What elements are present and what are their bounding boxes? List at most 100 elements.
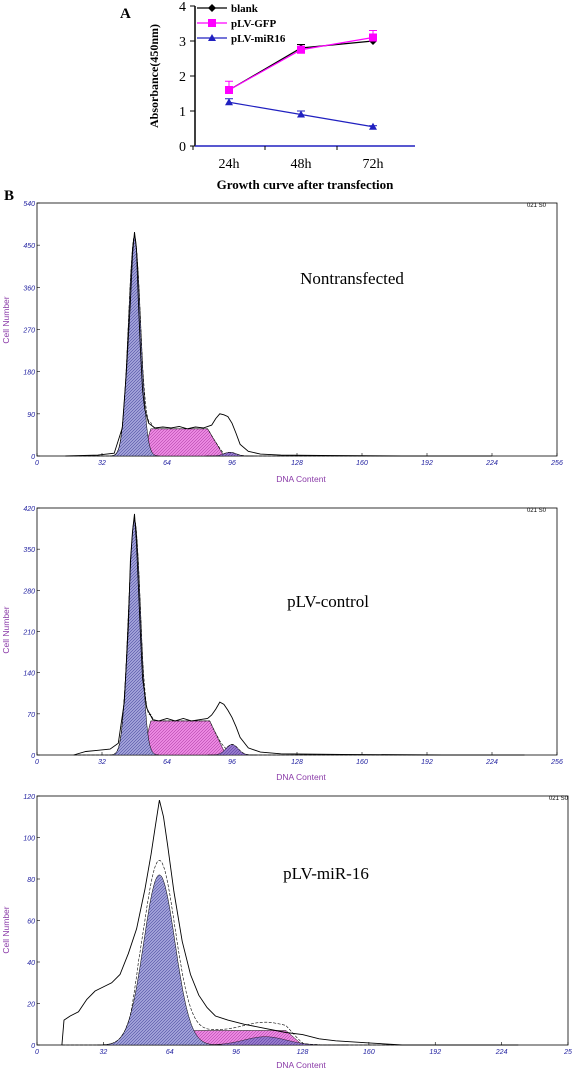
growth-x-tick-label: 24h — [219, 157, 240, 172]
data-point-pLV-miR16 — [297, 110, 305, 118]
growth-curve-chart: Absorbance(450nm) Growth curve after tra… — [147, 0, 415, 192]
histogram-frame — [36, 795, 569, 1046]
histogram-trace — [65, 231, 492, 457]
growth-y-tick-label: 4 — [179, 0, 186, 15]
g1-peak-area — [96, 874, 222, 1046]
x-tick-label: 96 — [232, 1049, 240, 1056]
x-tick-label: 128 — [291, 759, 303, 766]
growth-legend: blank pLV-GFP pLV-miR16 — [197, 3, 286, 45]
y-tick-label: 360 — [23, 285, 35, 292]
histogram-trace — [61, 799, 519, 1046]
data-point-pLV-GFP — [225, 86, 233, 94]
g1-peak-area — [109, 518, 160, 756]
x-tick-label: 256 — [550, 460, 563, 467]
x-tick-label: 160 — [356, 460, 368, 467]
corner-label: 021 S0 — [549, 796, 569, 802]
y-tick-label: 70 — [27, 712, 35, 719]
histogram-plv-mir16: pLV-miR-16 DNA Content Cell Number 021 S… — [1, 794, 572, 1070]
data-point-pLV-miR16 — [225, 98, 233, 106]
data-point-pLV-GFP — [369, 33, 377, 42]
y-tick-label: 40 — [27, 960, 35, 967]
x-tick-label: 224 — [495, 1049, 508, 1056]
growth-x-tick-label: 48h — [291, 157, 312, 172]
histogram-nontransfected: Nontransfected DNA Content Cell Number 0… — [1, 201, 563, 484]
y-tick-label: 20 — [26, 1002, 35, 1009]
y-tick-label: 0 — [31, 753, 35, 760]
panel-label-a: A — [120, 6, 131, 22]
histogram-title: Nontransfected — [300, 269, 404, 288]
growth-x-tick-label: 72h — [363, 157, 384, 172]
legend-entry: blank — [231, 3, 259, 15]
histogram-xlabel: DNA Content — [276, 772, 326, 782]
corner-label: 021 S0 — [527, 203, 547, 209]
y-tick-label: 180 — [23, 370, 35, 377]
y-tick-label: 540 — [23, 201, 35, 208]
y-tick-label: 60 — [27, 919, 35, 926]
histogram-frame — [36, 202, 558, 457]
fitted-curve — [65, 234, 492, 457]
x-tick-label: 192 — [421, 759, 433, 766]
histogram-plv-control: pLV-control DNA Content Cell Number 021 … — [1, 506, 563, 782]
x-tick-label: 32 — [99, 1049, 107, 1056]
x-tick-label: 32 — [98, 759, 106, 766]
x-tick-label: 224 — [485, 759, 498, 766]
histogram-xlabel: DNA Content — [276, 1060, 326, 1070]
y-tick-label: 420 — [23, 506, 35, 513]
growth-xlabel: Growth curve after transfection — [217, 177, 395, 192]
y-tick-label: 90 — [27, 412, 35, 419]
s-phase-area — [142, 428, 225, 457]
legend-entry: pLV-GFP — [231, 18, 277, 30]
y-tick-label: 0 — [31, 1043, 35, 1050]
histogram-ylabel: Cell Number — [1, 606, 11, 653]
s-phase-area — [142, 720, 227, 756]
y-tick-label: 280 — [22, 588, 35, 595]
histogram-title: pLV-control — [287, 592, 369, 611]
data-point-pLV-miR16 — [369, 122, 377, 130]
y-tick-label: 80 — [27, 877, 35, 884]
corner-label: 021 S0 — [527, 508, 547, 514]
histogram-frame — [36, 507, 558, 756]
x-tick-label: 256 — [550, 759, 563, 766]
y-tick-label: 0 — [31, 454, 35, 461]
y-tick-label: 100 — [23, 836, 35, 843]
histogram-trace — [73, 513, 525, 756]
histogram-ylabel: Cell Number — [1, 906, 11, 953]
y-tick-label: 210 — [22, 630, 35, 637]
legend-marker — [208, 4, 216, 12]
histogram-xlabel: DNA Content — [276, 474, 326, 484]
x-tick-label: 64 — [163, 460, 171, 467]
y-tick-label: 140 — [23, 671, 35, 678]
x-tick-label: 160 — [356, 759, 368, 766]
panel-label-b: B — [4, 188, 14, 204]
x-tick-label: 0 — [35, 759, 39, 766]
x-tick-label: 25 — [563, 1049, 572, 1056]
x-tick-label: 64 — [166, 1049, 174, 1056]
growth-y-tick-label: 3 — [179, 35, 186, 50]
legend-marker — [208, 19, 216, 27]
growth-y-tick-label: 2 — [179, 70, 186, 85]
x-tick-label: 128 — [291, 460, 303, 467]
histogram-title: pLV-miR-16 — [283, 864, 369, 883]
y-tick-label: 120 — [23, 794, 35, 801]
histogram-ylabel: Cell Number — [1, 296, 11, 343]
x-tick-label: 0 — [35, 1049, 39, 1056]
x-tick-label: 96 — [228, 759, 236, 766]
y-tick-label: 270 — [22, 328, 35, 335]
growth-y-tick-label: 0 — [179, 140, 186, 155]
x-tick-label: 192 — [429, 1049, 441, 1056]
x-tick-label: 224 — [485, 460, 498, 467]
legend-marker — [208, 34, 216, 41]
x-tick-label: 128 — [297, 1049, 309, 1056]
x-tick-label: 160 — [363, 1049, 375, 1056]
growth-y-tick-label: 1 — [179, 105, 186, 120]
growth-ylabel: Absorbance(450nm) — [147, 24, 161, 128]
x-tick-label: 64 — [163, 759, 171, 766]
y-tick-label: 450 — [23, 243, 35, 250]
g1-peak-area — [109, 235, 160, 457]
x-tick-label: 32 — [98, 460, 106, 467]
x-tick-label: 96 — [228, 460, 236, 467]
data-point-pLV-GFP — [297, 45, 305, 54]
x-tick-label: 0 — [35, 460, 39, 467]
x-tick-label: 192 — [421, 460, 433, 467]
